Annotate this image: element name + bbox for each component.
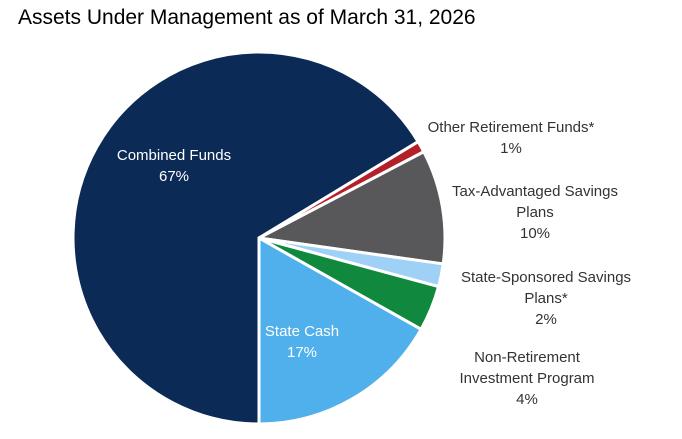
- data-label-state-sponsored-savings-plans: State-Sponsored Savings Plans* 2%: [461, 269, 631, 328]
- data-label-tax-advantaged-savings-plans: Tax-Advantaged Savings Plans 10%: [452, 183, 618, 242]
- data-label-state-cash: State Cash 17%: [265, 323, 339, 361]
- data-label-combined-funds: Combined Funds 67%: [117, 147, 231, 185]
- slice-percent: 17%: [287, 344, 317, 361]
- data-label-non-retirement-investment-program: Non-Retirement Investment Program 4%: [459, 349, 594, 408]
- pie-slice-state-cash: [257, 236, 423, 426]
- slice-percent: 1%: [500, 140, 522, 157]
- slice-name: Plans*: [524, 290, 568, 307]
- slice-name: Tax-Advantaged Savings: [452, 183, 618, 200]
- data-label-other-retirement-funds: Other Retirement Funds* 1%: [428, 119, 595, 157]
- slice-name: State-Sponsored Savings: [461, 269, 631, 286]
- slice-name: Investment Program: [459, 370, 594, 387]
- slice-name: Plans: [516, 204, 554, 221]
- slice-name: Non-Retirement: [474, 349, 581, 366]
- pie-slice-combined-funds: [71, 50, 420, 426]
- chart-title: Assets Under Management as of March 31, …: [18, 6, 476, 29]
- slice-percent: 67%: [159, 168, 189, 185]
- slice-percent: 2%: [535, 311, 557, 328]
- slice-name: Other Retirement Funds*: [428, 119, 595, 136]
- pie-slice-tax-advantaged-savings-plans: [257, 150, 447, 266]
- slice-name: Combined Funds: [117, 147, 231, 164]
- slice-percent: 4%: [516, 391, 538, 408]
- slice-name: State Cash: [265, 323, 339, 340]
- slice-percent: 10%: [520, 225, 550, 242]
